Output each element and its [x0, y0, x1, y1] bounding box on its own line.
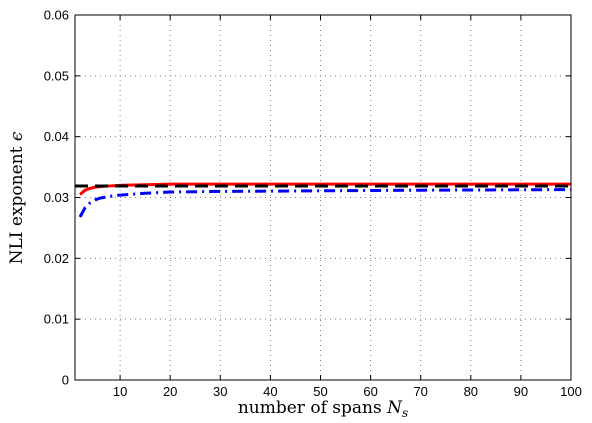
y-axis-label: NLI exponent ϵ: [7, 131, 27, 264]
plot-area: [75, 15, 571, 380]
y-axis-label-text: NLI exponent: [7, 141, 27, 264]
series-group: [75, 182, 572, 218]
x-tick-label: 70: [413, 384, 427, 399]
x-tick-label: 10: [113, 384, 127, 399]
x-tick-label: 40: [263, 384, 277, 399]
x-tick-label: 80: [464, 384, 478, 399]
y-tick-label: 0.01: [44, 312, 69, 327]
series-line-dashdot: [78, 188, 572, 218]
y-tick-label: 0.04: [44, 129, 69, 144]
x-axis-label: number of spans Ns: [238, 398, 408, 420]
y-tick-labels: 0 0.01 0.02 0.03 0.04 0.05 0.06: [44, 8, 69, 388]
y-axis-label-variable: ϵ: [7, 131, 27, 141]
x-tick-label: 50: [313, 384, 327, 399]
x-tick-label: 90: [514, 384, 528, 399]
x-tick-label: 60: [363, 384, 377, 399]
x-axis-label-text: number of spans: [238, 398, 387, 418]
axis-ticks: [75, 14, 572, 381]
x-tick-labels: 10 20 30 40 50 60 70 80 90 100: [113, 384, 582, 399]
x-tick-label: 20: [163, 384, 177, 399]
grid: [75, 15, 571, 380]
x-tick-label: 30: [213, 384, 227, 399]
y-tick-label: 0: [62, 373, 69, 388]
x-axis-label-variable: N: [386, 398, 403, 418]
x-tick-label: 100: [560, 384, 582, 399]
y-tick-label: 0.06: [44, 8, 69, 23]
x-axis-label-subscript: s: [402, 406, 408, 420]
y-tick-label: 0.02: [44, 251, 69, 266]
y-tick-label: 0.05: [44, 68, 69, 83]
y-tick-label: 0.03: [44, 190, 69, 205]
